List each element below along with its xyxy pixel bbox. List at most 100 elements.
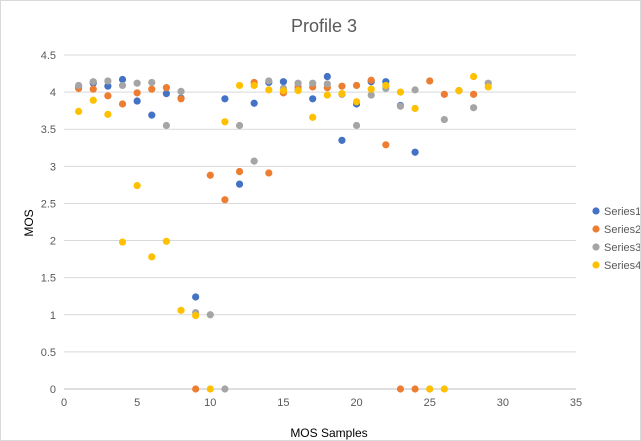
data-point bbox=[118, 81, 127, 90]
data-point bbox=[440, 385, 448, 393]
data-point bbox=[104, 110, 112, 118]
y-tick-label: 2 bbox=[50, 236, 56, 248]
data-point bbox=[411, 86, 419, 94]
data-point bbox=[221, 95, 229, 103]
data-point bbox=[294, 87, 302, 95]
legend-label: Series2 bbox=[604, 224, 640, 236]
data-point bbox=[411, 104, 419, 113]
data-point bbox=[309, 95, 317, 103]
legend-item: Series2 bbox=[592, 224, 640, 236]
data-point bbox=[221, 118, 229, 126]
data-point bbox=[177, 87, 185, 95]
y-tick-label: 1.5 bbox=[41, 273, 56, 285]
x-tick-label: 5 bbox=[134, 397, 140, 409]
legend-marker bbox=[592, 261, 600, 269]
data-point bbox=[455, 87, 463, 95]
data-point bbox=[470, 90, 478, 98]
x-tick-label: 25 bbox=[424, 397, 436, 409]
data-point bbox=[309, 113, 317, 121]
data-point bbox=[89, 78, 97, 86]
x-axis-tick-labels: 0 5 10 15 20 25 30 35 bbox=[61, 397, 582, 409]
data-point bbox=[162, 237, 170, 245]
y-tick-label: 3.5 bbox=[41, 124, 56, 136]
data-point bbox=[411, 148, 419, 156]
series-4-points bbox=[75, 72, 492, 393]
legend-marker bbox=[592, 225, 600, 233]
data-point bbox=[133, 182, 141, 190]
legend-item: Series1 bbox=[592, 206, 640, 218]
data-point bbox=[89, 85, 97, 93]
data-point bbox=[279, 87, 288, 95]
data-point bbox=[118, 238, 127, 246]
data-point bbox=[118, 75, 127, 84]
gridlines bbox=[64, 54, 576, 390]
data-point bbox=[235, 81, 244, 90]
data-point bbox=[484, 83, 492, 91]
data-point bbox=[235, 167, 244, 176]
x-tick-label: 0 bbox=[61, 397, 67, 409]
legend: Series1 Series2 Series3 Series4 bbox=[592, 206, 640, 272]
y-tick-label: 4 bbox=[50, 87, 56, 99]
data-point bbox=[352, 121, 361, 130]
data-point bbox=[206, 311, 214, 319]
data-point bbox=[192, 293, 200, 301]
legend-marker bbox=[592, 207, 600, 215]
data-point bbox=[162, 89, 170, 98]
x-axis-title: MOS Samples bbox=[290, 426, 367, 440]
data-point bbox=[250, 157, 258, 165]
x-tick-label: 15 bbox=[277, 397, 289, 409]
data-point bbox=[294, 79, 302, 87]
data-point bbox=[396, 88, 405, 96]
x-tick-label: 30 bbox=[497, 397, 509, 409]
data-point bbox=[470, 72, 478, 81]
data-point bbox=[338, 89, 346, 98]
data-point bbox=[382, 141, 390, 149]
y-tick-label: 3 bbox=[50, 161, 56, 173]
y-tick-label: 0.5 bbox=[41, 347, 56, 359]
data-point bbox=[440, 90, 448, 98]
data-point bbox=[396, 102, 405, 110]
data-point bbox=[206, 385, 214, 393]
x-tick-label: 10 bbox=[204, 397, 216, 409]
data-point bbox=[367, 85, 375, 93]
data-point bbox=[411, 385, 419, 393]
data-point bbox=[323, 91, 331, 99]
data-point bbox=[133, 79, 141, 87]
legend-item: Series4 bbox=[592, 260, 640, 272]
data-point bbox=[250, 99, 258, 107]
data-point bbox=[352, 81, 361, 90]
data-point bbox=[148, 111, 156, 119]
data-point bbox=[323, 80, 331, 88]
data-point bbox=[89, 96, 97, 104]
legend-label: Series1 bbox=[604, 206, 640, 218]
data-point bbox=[279, 78, 288, 86]
data-point bbox=[396, 385, 405, 393]
data-point bbox=[177, 306, 185, 314]
y-axis-tick-labels: 0 0.5 1 1.5 2 2.5 3 3.5 4 4.5 bbox=[41, 50, 56, 396]
data-point bbox=[426, 385, 434, 393]
data-point bbox=[221, 196, 229, 204]
chart-title: Profile 3 bbox=[291, 16, 357, 36]
data-point bbox=[235, 180, 244, 188]
data-point bbox=[265, 77, 273, 85]
data-point bbox=[235, 121, 244, 130]
data-point bbox=[148, 78, 156, 87]
data-point bbox=[104, 92, 112, 100]
data-point bbox=[440, 115, 448, 124]
legend-label: Series3 bbox=[604, 242, 640, 254]
data-point bbox=[75, 81, 83, 90]
data-point bbox=[338, 136, 346, 144]
data-point bbox=[250, 81, 258, 90]
data-point bbox=[265, 86, 273, 94]
series-2-points bbox=[75, 76, 478, 393]
data-point bbox=[309, 79, 317, 87]
data-point bbox=[206, 171, 214, 179]
y-tick-label: 0 bbox=[50, 384, 56, 396]
data-point bbox=[323, 72, 331, 81]
data-point bbox=[75, 107, 83, 116]
data-point bbox=[177, 95, 185, 103]
data-point bbox=[192, 385, 200, 393]
data-point bbox=[338, 82, 346, 90]
